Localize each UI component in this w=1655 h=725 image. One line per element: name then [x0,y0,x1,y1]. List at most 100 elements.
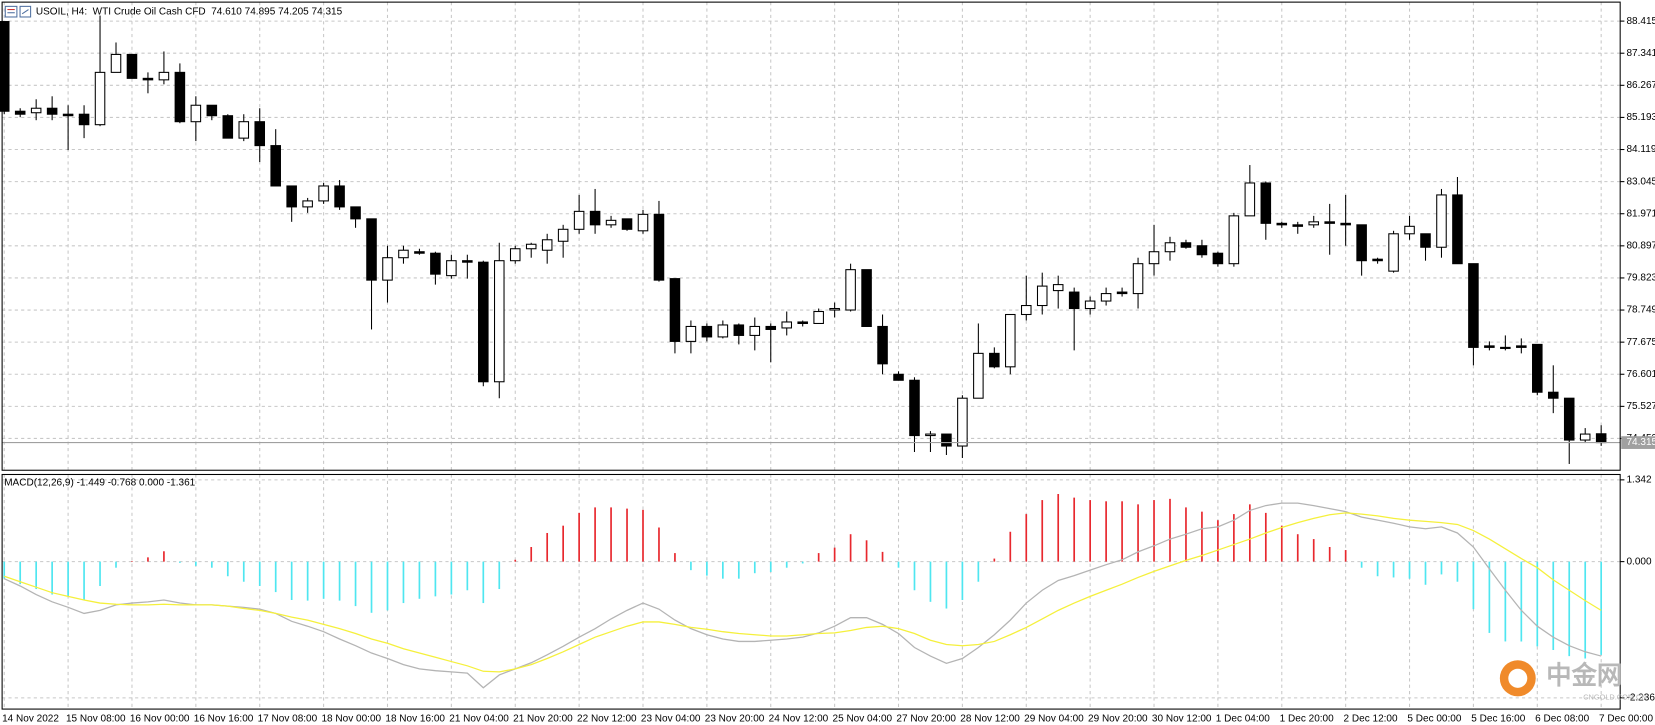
candle-body [78,113,90,126]
indicator-line [4,512,1602,673]
x-tick-label: 27 Nov 20:00 [896,713,956,724]
candle-body [1068,291,1080,310]
candle-body [334,185,345,208]
candle-body [1005,313,1016,368]
candle-body [1516,345,1527,348]
x-tick-label: 21 Nov 04:00 [449,713,509,724]
candle-body [254,121,266,147]
current-price-label: 74.315 [1627,437,1655,448]
candle-body [270,145,281,187]
y-tick-label: 80.897 [1627,240,1655,251]
x-tick-label: 16 Nov 00:00 [130,713,190,724]
candle-body [1020,305,1032,316]
y-tick-label: 77.675 [1627,337,1655,348]
candle-body [1468,263,1479,348]
candle-body [1180,242,1192,248]
candle-body [1372,258,1383,262]
candle-body [1276,222,1288,226]
candle-body [509,248,521,262]
y-tick-label: -2.236 [1627,693,1655,704]
candle-body [797,321,808,324]
candle-body [909,379,920,437]
candle-body [669,278,681,342]
x-tick-label: 18 Nov 16:00 [385,713,445,724]
x-tick-label: 23 Nov 20:00 [705,713,765,724]
candle-body [30,107,42,114]
candle-body [190,104,202,123]
candle-body [62,113,74,117]
candle-body [1452,194,1463,265]
candle-body [1132,263,1144,295]
candle-body [1500,346,1511,349]
candle-body [1196,245,1208,256]
candle-body [1324,221,1335,224]
y-tick-label: 1.342 [1627,474,1652,485]
candle-body [701,325,713,338]
candle-body [1404,225,1415,235]
candle-body [653,213,665,281]
candle-body [861,269,872,327]
x-tick-label: 24 Nov 12:00 [769,713,829,724]
candle-body [1563,397,1575,441]
macd-panel-frame [1,473,1621,710]
candle-body [1532,343,1543,393]
candle-body [286,185,297,208]
candle-body [206,104,218,117]
candle-body [350,206,361,220]
candle-body [957,397,968,447]
candle-body [1340,222,1351,226]
current-price-box [1621,436,1655,449]
y-tick-label: 83.045 [1627,176,1655,187]
candle-body [1579,433,1591,441]
y-tick-label: 81.971 [1627,208,1655,219]
y-tick-label: 84.119 [1627,144,1655,155]
candle-body [1436,194,1447,248]
candle-body [238,121,250,139]
candle-body [174,71,186,123]
watermark: 中金网 CNGOLD.COM.CN [1499,660,1647,701]
icon-line [21,9,29,15]
x-tick-label: 2 Dec 12:00 [1344,713,1398,724]
candle-body [46,107,58,115]
candle-body [1388,233,1399,272]
y-tick-label: 88.415 [1627,16,1655,27]
candle-body [382,257,393,281]
candle-body [493,260,505,383]
y-tick-label: 86.267 [1627,80,1655,91]
x-tick-label: 5 Dec 00:00 [1407,713,1461,724]
x-tick-label: 23 Nov 04:00 [641,713,701,724]
candle-body [478,261,489,383]
y-tick-label: 75.527 [1627,401,1655,412]
candle-body [430,252,441,275]
x-tick-label: 7 Dec 00:00 [1599,713,1653,724]
y-tick-label: 78.749 [1627,305,1655,316]
candle-body [14,110,26,115]
x-tick-label: 29 Nov 04:00 [1024,713,1084,724]
candle-body [781,321,793,329]
icon [4,5,18,18]
candle-body [893,373,904,381]
x-tick-label: 6 Dec 08:00 [1535,713,1589,724]
x-tick-label: 1 Dec 20:00 [1280,713,1334,724]
x-tick-label: 25 Nov 04:00 [833,713,893,724]
candle-body [1244,182,1256,217]
candle-body [829,307,840,311]
candle-body [1260,182,1272,224]
x-tick-label: 29 Nov 20:00 [1088,713,1148,724]
marks-layer: 88.415 87.341 86.267 85.193 84.119 83.045 81.9… [0,15,1655,724]
watermark-text: 中金网 [1546,661,1622,690]
candle-body [813,310,824,324]
x-tick-label: 1 Dec 04:00 [1216,713,1270,724]
candle-body [541,239,553,251]
candle-body [1595,433,1607,444]
candle-body [1292,224,1304,227]
x-tick-label: 14 Nov 2022 [2,713,59,724]
main-panel-frame [1,1,1621,471]
candle-body [573,210,585,230]
y-tick-label: 0.000 [1627,556,1652,567]
candle-body [877,325,888,365]
candle-body [1212,252,1224,265]
